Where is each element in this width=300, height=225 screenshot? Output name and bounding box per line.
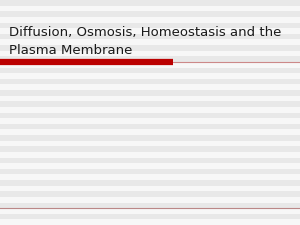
- Bar: [0, 39, 300, 45]
- Bar: [0, 118, 300, 124]
- Bar: [0, 152, 300, 157]
- Bar: [0, 107, 300, 112]
- Bar: [0, 158, 300, 163]
- Bar: [0, 202, 300, 208]
- Bar: [0, 191, 300, 197]
- Bar: [0, 6, 300, 11]
- Bar: [0, 219, 300, 225]
- Bar: [0, 68, 300, 73]
- Bar: [0, 208, 300, 214]
- Bar: [0, 124, 300, 129]
- Bar: [0, 56, 300, 62]
- Bar: [0, 112, 300, 118]
- Bar: [0, 163, 300, 169]
- Bar: [0, 34, 300, 39]
- Bar: [0, 169, 300, 174]
- Bar: [0, 79, 300, 84]
- Bar: [0, 101, 300, 107]
- Bar: [0, 135, 300, 141]
- Text: Plasma Membrane: Plasma Membrane: [9, 44, 132, 57]
- Bar: [0, 180, 300, 186]
- Bar: [0, 214, 300, 219]
- Bar: [0, 22, 300, 28]
- Bar: [0, 62, 300, 68]
- Text: Diffusion, Osmosis, Homeostasis and the: Diffusion, Osmosis, Homeostasis and the: [9, 26, 281, 39]
- Bar: [0, 96, 300, 101]
- Bar: [0, 129, 300, 135]
- Bar: [0, 186, 300, 191]
- Bar: [0, 90, 300, 96]
- Bar: [0, 45, 300, 51]
- Bar: [0, 0, 300, 6]
- Bar: [0, 84, 300, 90]
- Bar: [0, 11, 300, 17]
- Bar: [0, 28, 300, 34]
- Bar: [0, 197, 300, 202]
- Bar: [0, 141, 300, 146]
- Bar: [0, 17, 300, 22]
- Bar: [0, 146, 300, 152]
- Bar: [0, 174, 300, 180]
- Bar: [0, 51, 300, 56]
- Bar: [0, 73, 300, 79]
